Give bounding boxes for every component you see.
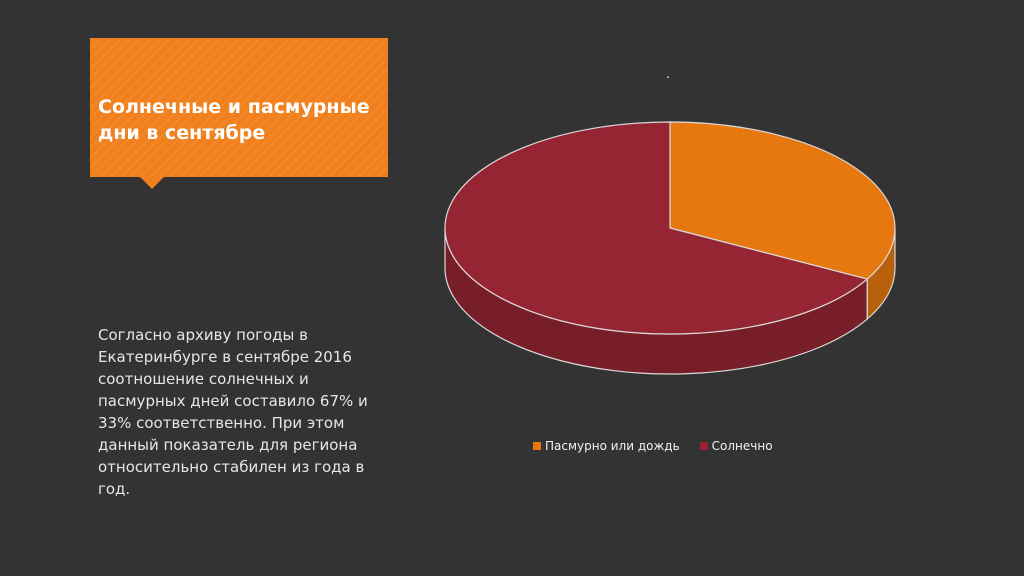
legend-item-1: Солнечно — [699, 439, 773, 453]
legend-item-0: Пасмурно или дождь — [533, 439, 680, 453]
legend-swatch-0 — [533, 442, 541, 450]
chart-dot: . — [666, 67, 670, 81]
legend-swatch-1 — [699, 442, 708, 450]
legend-label-0: Пасмурно или дождь — [545, 439, 680, 453]
title-box: Солнечные и пасмурные дни в сентябре — [90, 38, 388, 189]
pie-slice-0 — [669, 121, 896, 280]
legend-label-1: Солнечно — [711, 439, 773, 453]
slide-title: Солнечные и пасмурные дни в сентябре — [98, 96, 370, 144]
chart-legend: Пасмурно или дождь Солнечно — [533, 439, 773, 453]
pie-slice-1 — [444, 121, 869, 335]
slide-body-text: Согласно архиву погоды в Екатеринбурге в… — [98, 326, 368, 498]
